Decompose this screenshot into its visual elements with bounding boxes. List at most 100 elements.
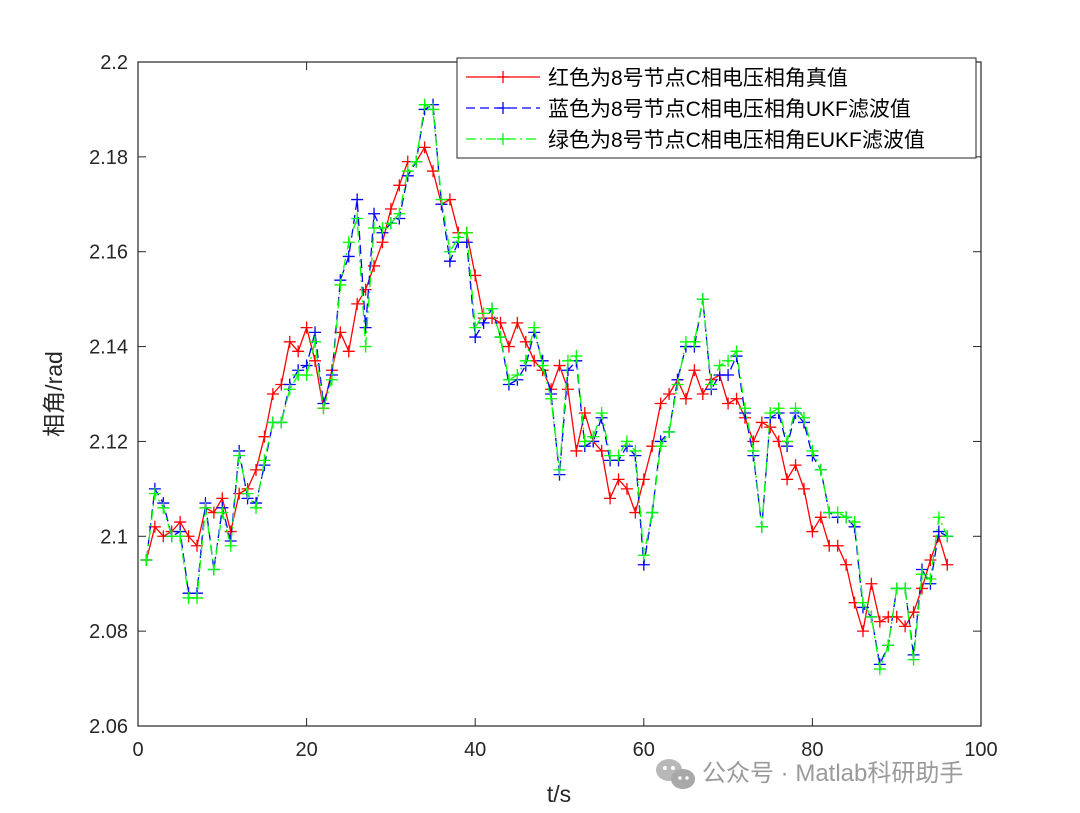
legend-marker (497, 71, 509, 83)
data-point (157, 501, 170, 514)
data-point (511, 316, 524, 329)
x-tick-label: 40 (464, 739, 486, 761)
data-point (199, 501, 212, 514)
data-point (511, 369, 524, 382)
y-tick-label: 2.06 (89, 716, 128, 738)
data-point (705, 378, 718, 391)
data-point (570, 350, 583, 363)
legend-label: 红色为8号节点C相电压相角真值 (548, 67, 848, 90)
data-point (755, 416, 768, 429)
data-point (637, 473, 650, 486)
data-point (789, 402, 802, 415)
data-point (376, 222, 389, 234)
watermark: 公众号 · Matlab科研助手 (656, 759, 963, 789)
series-1 (140, 141, 954, 638)
data-point (814, 463, 827, 476)
data-point (519, 354, 532, 367)
data-point (873, 615, 886, 628)
data-point (309, 335, 322, 348)
data-point (148, 487, 161, 500)
y-axis-label: 相角/rad (41, 351, 67, 437)
data-point (342, 250, 355, 263)
data-point (865, 577, 878, 590)
data-point (755, 520, 768, 533)
data-point (730, 392, 743, 405)
data-point (620, 435, 633, 448)
data-point (663, 388, 676, 400)
data-point (300, 369, 313, 382)
data-point (696, 388, 709, 400)
data-point (342, 236, 355, 249)
data-point (502, 340, 515, 353)
x-axis-label: t/s (547, 781, 571, 807)
data-point (502, 373, 515, 386)
y-tick-label: 2.18 (89, 147, 128, 169)
plot-area (138, 62, 981, 726)
data-point (283, 383, 296, 396)
data-point (578, 406, 591, 419)
data-point (915, 582, 928, 595)
data-point (401, 165, 414, 178)
data-point (351, 193, 364, 206)
data-point (359, 340, 372, 353)
data-point (140, 554, 153, 566)
data-point (469, 321, 482, 334)
data-point (612, 449, 625, 462)
legend-label: 蓝色为8号节点C相电压相角UKF滤波值 (548, 98, 911, 121)
data-point (216, 506, 229, 519)
data-point (191, 591, 204, 604)
data-point (764, 406, 777, 419)
data-point (266, 388, 279, 400)
data-point (250, 501, 263, 514)
data-point (612, 473, 625, 486)
data-point (654, 440, 667, 453)
data-point (384, 203, 397, 216)
data-point (629, 444, 642, 457)
x-tick-label: 20 (295, 739, 317, 761)
data-point (418, 98, 431, 111)
data-point (722, 397, 735, 410)
y-tick-label: 2.16 (89, 242, 128, 264)
data-point (671, 378, 684, 391)
data-point (722, 354, 735, 367)
data-point (789, 459, 802, 472)
x-tick-label: 60 (633, 739, 655, 761)
data-point (856, 596, 869, 609)
series-3 (140, 98, 954, 676)
data-point (915, 568, 928, 581)
data-point (300, 321, 313, 334)
data-point (460, 226, 473, 239)
data-point (359, 321, 372, 334)
x-tick-label: 100 (964, 739, 997, 761)
data-point (545, 392, 558, 405)
data-point (941, 558, 954, 571)
x-tick-label: 0 (132, 739, 143, 761)
y-tick-label: 2.1 (100, 526, 128, 548)
data-point (781, 473, 794, 486)
data-point (797, 482, 810, 495)
data-point (873, 663, 886, 676)
data-point (663, 425, 676, 438)
data-point (351, 212, 364, 225)
y-tick-label: 2.2 (100, 52, 128, 74)
legend-box (456, 57, 977, 159)
data-point (334, 278, 347, 291)
data-point (907, 653, 920, 666)
data-point (528, 321, 541, 334)
data-point (275, 416, 288, 429)
data-point (351, 297, 364, 310)
data-point (604, 492, 617, 505)
data-point (207, 563, 220, 576)
data-point (292, 345, 305, 358)
data-point (646, 506, 659, 519)
legend-marker (497, 133, 509, 145)
data-point (595, 444, 608, 457)
data-point (553, 359, 566, 372)
data-point (418, 141, 431, 154)
data-point (477, 307, 490, 320)
data-point (924, 554, 937, 566)
data-point (654, 397, 667, 410)
data-point (191, 539, 204, 552)
data-point (941, 530, 954, 543)
data-point (865, 610, 878, 623)
